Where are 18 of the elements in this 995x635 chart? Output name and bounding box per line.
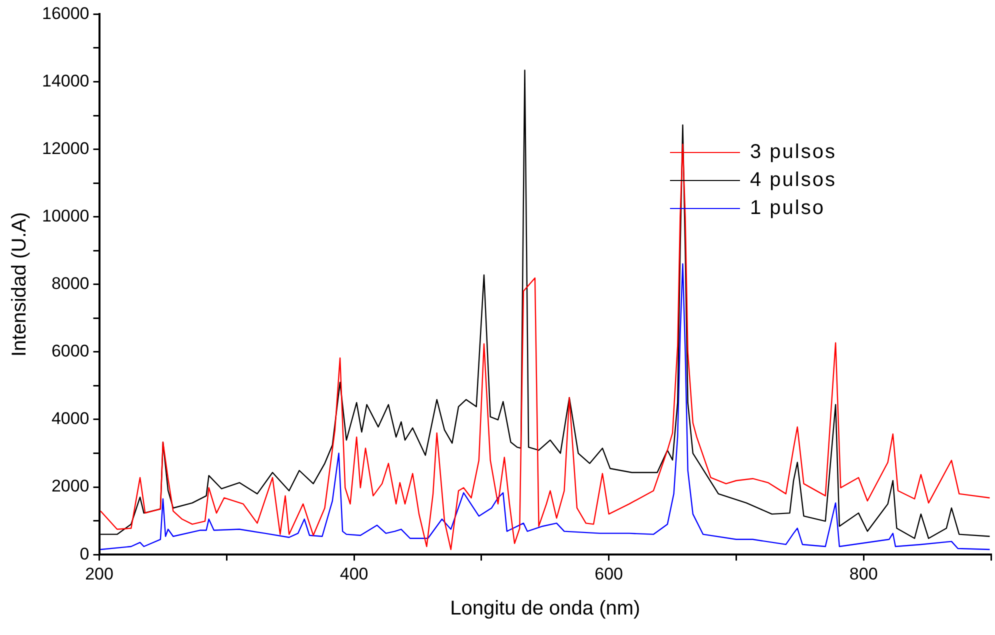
y-tick-label: 16000 xyxy=(42,4,90,23)
y-tick-label: 6000 xyxy=(51,342,90,361)
x-axis-title: Longitu de onda (nm) xyxy=(450,598,640,620)
y-tick-label: 10000 xyxy=(42,206,90,226)
x-tick-label: 400 xyxy=(340,564,368,584)
legend-label: 3 pulsos xyxy=(750,140,836,164)
y-tick-label: 4000 xyxy=(51,409,90,428)
y-tick-label: 14000 xyxy=(42,71,90,90)
x-tick-label: 800 xyxy=(849,564,878,584)
y-tick-label: 8000 xyxy=(51,274,90,294)
x-tick-label: 200 xyxy=(85,564,114,584)
y-tick-label: 2000 xyxy=(51,476,90,496)
y-axis-title: Intensidad (U.A) xyxy=(8,212,31,357)
y-tick-label: 0 xyxy=(80,544,90,564)
y-tick-label: 12000 xyxy=(42,138,90,158)
legend-label: 4 pulsos xyxy=(750,168,836,192)
x-tick-label: 600 xyxy=(594,564,624,584)
legend-label: 1 pulso xyxy=(750,196,825,220)
